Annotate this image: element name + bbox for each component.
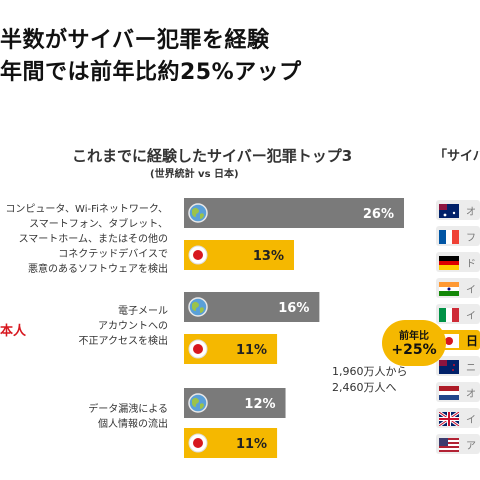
bar-globe-0: [184, 198, 404, 228]
japan-flag-icon: [188, 433, 208, 453]
chart-title: これまでに経験したサイバー犯罪トップ3: [72, 147, 353, 165]
new-zealand-flag-icon: [439, 359, 459, 378]
country-row-new-zealand: ニ: [436, 356, 480, 376]
country-label: イ: [466, 311, 476, 322]
germany-flag-icon: [439, 255, 459, 274]
country-row-france: フ: [436, 226, 480, 246]
data-label-globe-2: 12%: [244, 397, 275, 412]
category-label-data-leak: データ漏洩による 個人情報の流出: [88, 404, 168, 430]
country-row-usa: ア: [436, 434, 480, 454]
country-row-australia: オ: [436, 200, 480, 220]
data-label-japan-flag-2: 11%: [236, 437, 267, 452]
japan-flag-icon: [188, 339, 208, 359]
country-row-india: イ: [436, 278, 480, 298]
country-row-uk: イ: [436, 408, 480, 428]
country-label: ニ: [466, 363, 476, 374]
yoy-badge: 前年比 +25%: [382, 320, 446, 366]
country-label: イ: [466, 415, 476, 426]
headline-line-1: 半数がサイバー犯罪を経験: [0, 28, 270, 53]
australia-flag-icon: [439, 203, 459, 222]
france-flag-icon: [439, 229, 459, 248]
headline-line-2: 年間では前年比約25%アップ: [0, 60, 302, 85]
globe-icon: [188, 393, 208, 413]
italy-flag-icon: [439, 307, 459, 326]
category-label-email: 電子メール アカウントへの 不正アクセスを検出: [78, 306, 169, 347]
country-row-netherlands: オ: [436, 382, 480, 402]
country-label: オ: [466, 207, 476, 218]
country-label: 日: [466, 334, 479, 348]
right-panel-title: 「サイバ: [434, 149, 480, 164]
japan-flag-icon: [188, 245, 208, 265]
globe-icon: [188, 203, 208, 223]
india-flag-icon: [439, 281, 459, 300]
uk-flag-icon: [438, 410, 460, 430]
chart-subtitle: (世界統計 vs 日本): [150, 169, 239, 180]
country-label: イ: [466, 285, 476, 296]
country-label: ド: [466, 259, 476, 270]
data-label-japan-flag-0: 13%: [253, 249, 284, 264]
country-label: ア: [466, 441, 476, 452]
data-label-globe-1: 16%: [278, 301, 309, 316]
category-label-malware: コンピュータ、Wi-Fiネットワーク、 スマートフォン、タブレット、 スマートホ…: [5, 204, 168, 275]
country-row-italy: イ: [436, 304, 480, 324]
netherlands-flag-icon: [439, 385, 459, 404]
country-label: フ: [466, 233, 476, 244]
country-row-germany: ド: [436, 252, 480, 272]
growth-note: 1,960万人から 2,460万人へ: [332, 365, 408, 394]
usa-flag-icon: [439, 437, 459, 456]
globe-icon: [188, 297, 208, 317]
data-label-japan-flag-1: 11%: [236, 343, 267, 358]
data-label-globe-0: 26%: [363, 207, 394, 222]
country-label: オ: [466, 389, 476, 400]
side-tag: 本人: [0, 324, 27, 339]
